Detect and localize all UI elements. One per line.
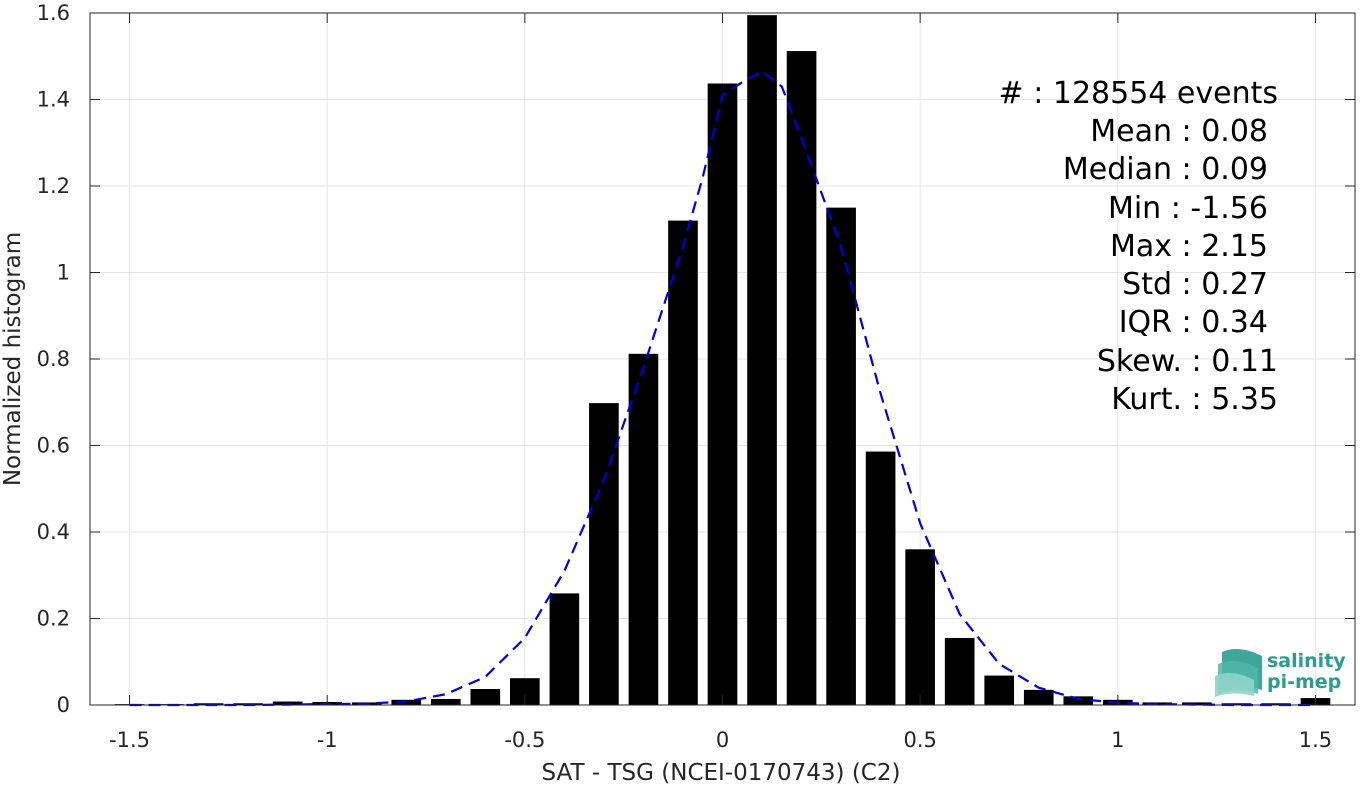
histogram-bar: [589, 403, 619, 705]
y-axis-ticks: 0 0.2 0.4 0.6 0.8 1 1.2 1.4 1.6: [37, 1, 1355, 717]
salinity-pi-mep-logo: salinity pi-mep: [1215, 649, 1346, 697]
histogram-bars: [114, 15, 1331, 706]
x-tick-label: -1.5: [109, 728, 150, 752]
fit-curve: [129, 70, 1316, 707]
x-axis-ticks: -1.5 -1 -0.5 0 0.5 1 1.5: [109, 13, 1332, 752]
histogram-bar: [1221, 703, 1252, 705]
logo-wave-icon: [1215, 649, 1262, 697]
x-tick-label: -1: [317, 728, 338, 752]
x-tick-label: 1.5: [1299, 728, 1332, 752]
y-tick-label: 1: [57, 261, 70, 285]
histogram-bar: [628, 353, 659, 705]
histogram-bar: [747, 15, 777, 706]
y-tick-label: 1.4: [37, 88, 70, 112]
histogram-bar: [984, 675, 1015, 705]
stat-max: Max : 2.15: [1110, 229, 1268, 264]
histogram-bar: [707, 83, 738, 705]
stat-median: Median : 0.09: [1063, 152, 1268, 187]
x-tick-label: 1: [1111, 728, 1124, 752]
stat-skew: Skew. : 0.11: [1097, 344, 1278, 379]
histogram-bar: [905, 549, 935, 705]
histogram-bar: [668, 220, 698, 705]
histogram-bar: [1261, 703, 1291, 705]
histogram-bar: [470, 688, 501, 705]
y-tick-label: 1.6: [37, 1, 70, 25]
y-axis-label: Normalized histogram: [0, 232, 26, 486]
histogram-bar: [430, 698, 461, 705]
x-tick-label: 0.5: [903, 728, 936, 752]
histogram-bar: [865, 451, 896, 705]
y-tick-label: 1.2: [37, 174, 70, 198]
histogram-bar: [1063, 696, 1094, 705]
stat-std: Std : 0.27: [1122, 267, 1268, 302]
y-tick-label: 0.4: [37, 520, 70, 544]
logo-text-salinity: salinity: [1267, 650, 1346, 672]
statistics-panel: # : 128554 events Mean : 0.08 Median : 0…: [999, 76, 1278, 417]
histogram-bar: [944, 637, 975, 705]
x-axis-label: SAT - TSG (NCEI-0170743) (C2): [542, 760, 901, 785]
histogram-bar: [826, 207, 856, 705]
x-tick-label: -0.5: [504, 728, 545, 752]
histogram-bar: [1182, 702, 1212, 705]
y-tick-label: 0.6: [37, 434, 70, 458]
stat-iqr: IQR : 0.34: [1119, 305, 1268, 340]
histogram-bar: [1023, 689, 1054, 705]
stat-kurt: Kurt. : 5.35: [1111, 382, 1278, 417]
x-tick-label: 0: [716, 728, 729, 752]
y-tick-label: 0: [57, 693, 70, 717]
stat-mean: Mean : 0.08: [1090, 114, 1268, 149]
histogram-bar: [549, 593, 580, 705]
y-tick-label: 0.2: [37, 607, 70, 631]
stat-min: Min : -1.56: [1108, 191, 1268, 226]
histogram-bar: [272, 701, 303, 705]
histogram-bar: [786, 51, 817, 706]
logo-text-pimep: pi-mep: [1267, 671, 1341, 693]
stat-events: # : 128554 events: [999, 76, 1278, 111]
y-tick-label: 0.8: [37, 347, 70, 371]
